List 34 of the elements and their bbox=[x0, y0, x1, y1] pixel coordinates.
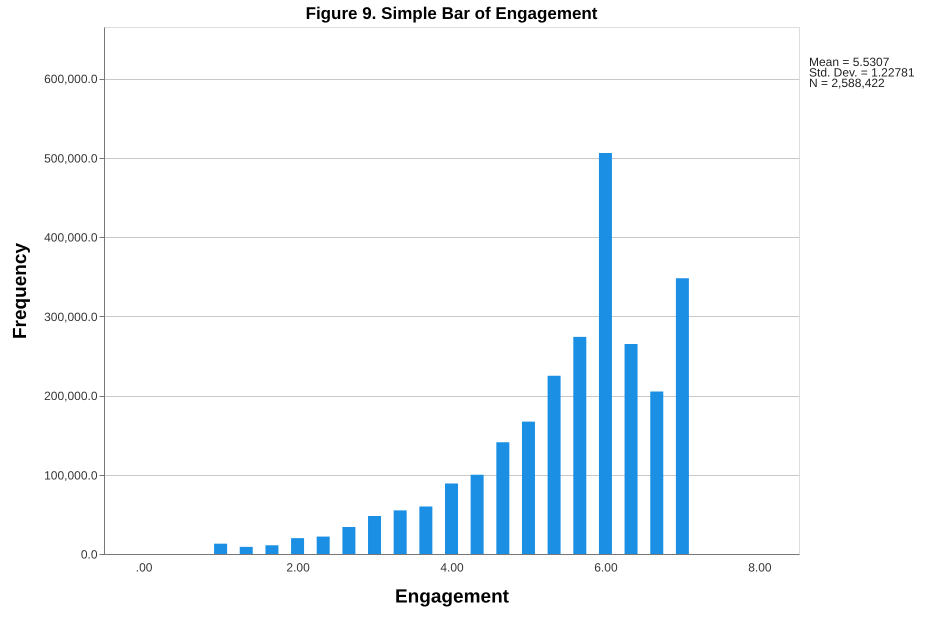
x-axis-title: Engagement bbox=[394, 586, 510, 608]
bar bbox=[496, 442, 510, 554]
bar bbox=[598, 153, 612, 554]
bar bbox=[470, 474, 484, 554]
bar bbox=[624, 344, 638, 554]
x-tick-label: 2.00 bbox=[286, 560, 310, 574]
x-tick-label: 8.00 bbox=[748, 560, 772, 574]
y-axis-title: Frequency bbox=[10, 242, 32, 340]
bar bbox=[573, 336, 586, 554]
x-tick-label: .00 bbox=[136, 560, 153, 574]
y-tick-label: 500,000.0 bbox=[44, 151, 98, 166]
y-tick-label: 600,000.0 bbox=[44, 72, 98, 86]
bar bbox=[316, 536, 330, 554]
bar bbox=[214, 544, 228, 554]
x-tick-label: 6.00 bbox=[594, 560, 618, 574]
bar bbox=[342, 527, 356, 554]
bar bbox=[522, 422, 535, 554]
bar bbox=[419, 506, 432, 554]
bar bbox=[368, 516, 382, 554]
chart-title: Figure 9. Simple Bar of Engagement bbox=[306, 4, 598, 23]
bar bbox=[265, 545, 278, 554]
bar bbox=[650, 392, 664, 554]
bar bbox=[240, 546, 253, 554]
bar bbox=[676, 278, 689, 554]
bar bbox=[445, 483, 458, 554]
y-tick-label: 200,000.0 bbox=[44, 389, 98, 404]
x-tick-label: 4.00 bbox=[440, 560, 464, 574]
y-tick-label: 100,000.0 bbox=[44, 468, 98, 482]
bar bbox=[548, 376, 561, 554]
bar bbox=[291, 538, 304, 554]
y-tick-label: 300,000.0 bbox=[44, 310, 98, 324]
bar bbox=[394, 510, 407, 554]
y-tick-label: 400,000.0 bbox=[44, 230, 98, 245]
y-tick-label: 0.0 bbox=[80, 548, 98, 562]
